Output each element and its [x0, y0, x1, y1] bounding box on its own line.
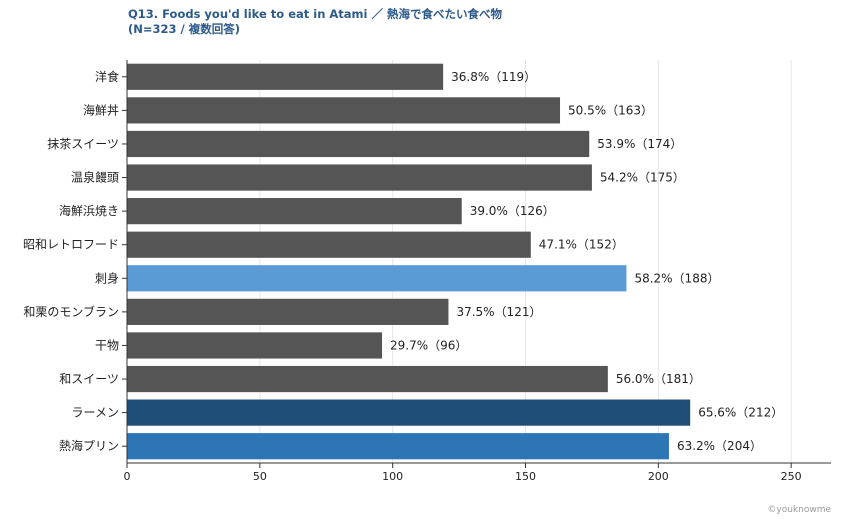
value-label-7: 37.5%（121） [456, 305, 541, 319]
x-tick-label-0: 0 [124, 470, 131, 483]
value-label-3: 54.2%（175） [600, 171, 685, 185]
credit-text: ©youknowme [767, 505, 831, 515]
value-label-10: 65.6%（212） [698, 406, 783, 420]
value-label-6: 58.2%（188） [634, 271, 719, 285]
value-label-0: 36.8%（119） [451, 70, 536, 84]
bar-2 [127, 130, 590, 158]
category-label-1: 海鮮丼 [83, 102, 119, 117]
value-label-8: 29.7%（96） [390, 338, 467, 352]
bar-11 [127, 433, 669, 460]
bar-3 [127, 164, 592, 191]
bar-8 [127, 332, 383, 359]
category-label-4: 海鮮浜焼き [59, 203, 119, 218]
category-label-10: ラーメン [71, 406, 119, 420]
category-label-3: 温泉饅頭 [71, 170, 119, 185]
category-label-11: 熱海プリン [59, 438, 119, 453]
value-label-2: 53.9%（174） [597, 137, 682, 151]
bar-9 [127, 365, 608, 393]
category-label-7: 和栗のモンブラン [23, 304, 119, 319]
category-label-9: 和スイーツ [59, 372, 119, 386]
x-tick-label-250: 250 [781, 470, 802, 483]
x-tick-label-150: 150 [515, 470, 536, 483]
value-label-5: 47.1%（152） [539, 238, 624, 252]
value-label-4: 39.0%（126） [470, 204, 555, 218]
category-label-5: 昭和レトロフード [23, 238, 119, 252]
bar-0 [127, 63, 444, 90]
chart-title-block: Q13. Foods you'd like to eat in Atami ／ … [128, 7, 502, 37]
category-label-0: 洋食 [95, 69, 119, 84]
value-label-9: 56.0%（181） [616, 372, 701, 386]
chart-title: Q13. Foods you'd like to eat in Atami ／ … [128, 7, 502, 21]
bar-4 [127, 198, 462, 225]
category-label-2: 抹茶スイーツ [47, 136, 119, 151]
bar-6 [127, 265, 627, 292]
bar-10 [127, 399, 691, 426]
x-tick-label-50: 50 [253, 470, 267, 483]
bar-7 [127, 298, 449, 325]
x-tick-label-100: 100 [382, 470, 403, 483]
value-label-11: 63.2%（204） [677, 439, 762, 453]
category-label-8: 干物 [95, 338, 119, 352]
bar-5 [127, 231, 531, 258]
x-tick-label-200: 200 [648, 470, 669, 483]
bar-1 [127, 97, 561, 124]
category-label-6: 刺身 [95, 270, 119, 285]
value-label-1: 50.5%（163） [568, 103, 653, 117]
chart-subtitle: (N=323 / 複数回答) [128, 22, 240, 36]
